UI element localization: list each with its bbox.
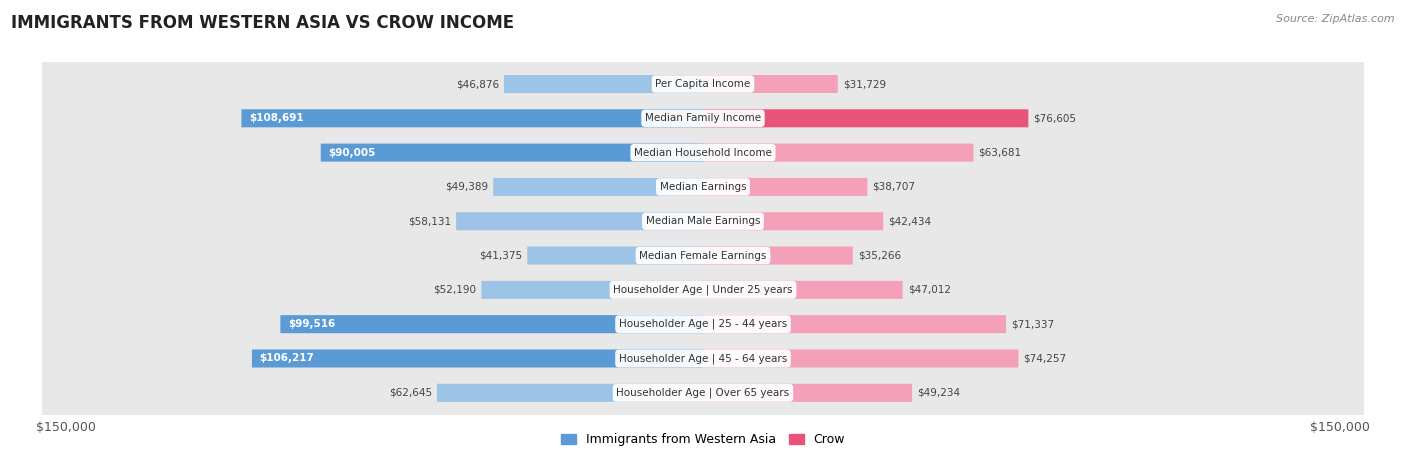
FancyBboxPatch shape	[41, 0, 1365, 467]
Text: $58,131: $58,131	[408, 216, 451, 226]
Text: Per Capita Income: Per Capita Income	[655, 79, 751, 89]
FancyBboxPatch shape	[703, 212, 883, 230]
Text: Householder Age | 45 - 64 years: Householder Age | 45 - 64 years	[619, 353, 787, 364]
FancyBboxPatch shape	[703, 143, 973, 162]
FancyBboxPatch shape	[252, 349, 703, 368]
Text: Householder Age | Under 25 years: Householder Age | Under 25 years	[613, 284, 793, 295]
FancyBboxPatch shape	[503, 75, 703, 93]
FancyBboxPatch shape	[41, 0, 1365, 467]
FancyBboxPatch shape	[703, 281, 903, 299]
FancyBboxPatch shape	[280, 315, 703, 333]
Text: Householder Age | Over 65 years: Householder Age | Over 65 years	[616, 388, 790, 398]
FancyBboxPatch shape	[41, 0, 1365, 467]
Text: $38,707: $38,707	[873, 182, 915, 192]
Text: $35,266: $35,266	[858, 251, 901, 261]
Text: Median Household Income: Median Household Income	[634, 148, 772, 158]
Text: $106,217: $106,217	[260, 354, 315, 363]
Text: Median Female Earnings: Median Female Earnings	[640, 251, 766, 261]
Text: Median Family Income: Median Family Income	[645, 113, 761, 123]
Text: $47,012: $47,012	[908, 285, 950, 295]
FancyBboxPatch shape	[703, 75, 838, 93]
Text: Householder Age | 25 - 44 years: Householder Age | 25 - 44 years	[619, 319, 787, 329]
Text: $42,434: $42,434	[889, 216, 931, 226]
FancyBboxPatch shape	[41, 0, 1365, 467]
FancyBboxPatch shape	[437, 384, 703, 402]
Text: $74,257: $74,257	[1024, 354, 1067, 363]
Text: Source: ZipAtlas.com: Source: ZipAtlas.com	[1277, 14, 1395, 24]
FancyBboxPatch shape	[703, 349, 1018, 368]
Text: $31,729: $31,729	[842, 79, 886, 89]
Text: $62,645: $62,645	[388, 388, 432, 398]
FancyBboxPatch shape	[242, 109, 703, 127]
Text: IMMIGRANTS FROM WESTERN ASIA VS CROW INCOME: IMMIGRANTS FROM WESTERN ASIA VS CROW INC…	[11, 14, 515, 32]
Text: Median Male Earnings: Median Male Earnings	[645, 216, 761, 226]
Text: $99,516: $99,516	[288, 319, 335, 329]
Text: $90,005: $90,005	[329, 148, 375, 158]
FancyBboxPatch shape	[527, 247, 703, 265]
FancyBboxPatch shape	[703, 384, 912, 402]
FancyBboxPatch shape	[41, 0, 1365, 467]
FancyBboxPatch shape	[41, 0, 1365, 467]
FancyBboxPatch shape	[41, 0, 1365, 467]
Text: $108,691: $108,691	[249, 113, 304, 123]
FancyBboxPatch shape	[703, 247, 853, 265]
FancyBboxPatch shape	[494, 178, 703, 196]
FancyBboxPatch shape	[703, 178, 868, 196]
Legend: Immigrants from Western Asia, Crow: Immigrants from Western Asia, Crow	[555, 428, 851, 451]
FancyBboxPatch shape	[703, 315, 1005, 333]
Text: $76,605: $76,605	[1033, 113, 1077, 123]
Text: $71,337: $71,337	[1011, 319, 1054, 329]
FancyBboxPatch shape	[321, 143, 703, 162]
Text: Median Earnings: Median Earnings	[659, 182, 747, 192]
FancyBboxPatch shape	[703, 109, 1028, 127]
FancyBboxPatch shape	[456, 212, 703, 230]
Text: $46,876: $46,876	[456, 79, 499, 89]
Text: $41,375: $41,375	[479, 251, 522, 261]
Text: $52,190: $52,190	[433, 285, 477, 295]
FancyBboxPatch shape	[41, 0, 1365, 467]
Text: $49,234: $49,234	[917, 388, 960, 398]
FancyBboxPatch shape	[41, 0, 1365, 467]
Text: $49,389: $49,389	[446, 182, 488, 192]
FancyBboxPatch shape	[481, 281, 703, 299]
FancyBboxPatch shape	[41, 0, 1365, 467]
Text: $63,681: $63,681	[979, 148, 1022, 158]
